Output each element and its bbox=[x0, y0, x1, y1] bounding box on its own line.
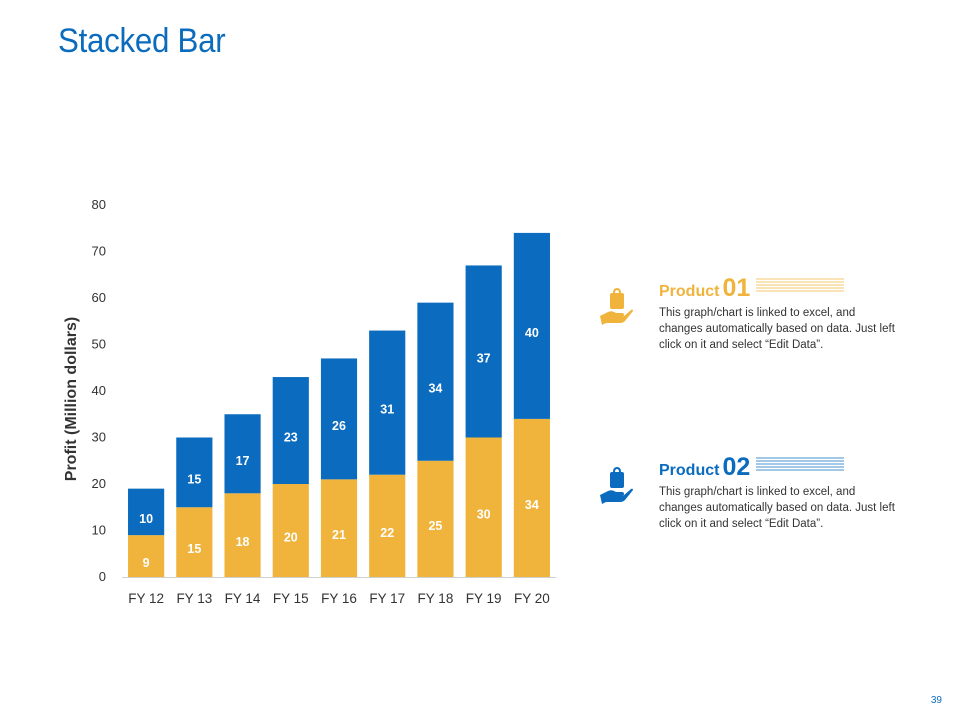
legend-description: This graph/chart is linked to excel, and… bbox=[659, 486, 895, 530]
data-label: 25 bbox=[428, 519, 442, 533]
bar-segment bbox=[224, 493, 261, 577]
x-tick-label: FY 17 bbox=[369, 591, 405, 606]
data-label: 20 bbox=[284, 531, 298, 545]
x-tick-label: FY 15 bbox=[273, 591, 309, 606]
y-axis-label: Profit (Million dollars) bbox=[63, 317, 80, 481]
y-tick-label: 30 bbox=[92, 430, 106, 445]
y-tick-label: 50 bbox=[92, 337, 106, 352]
bar-segment bbox=[369, 330, 406, 475]
legend-product-01: Product 01 This graph/chart is linked to … bbox=[598, 274, 898, 364]
data-label: 21 bbox=[332, 528, 346, 542]
legend-product-02: Product 02 This graph/chart is linked to … bbox=[598, 453, 898, 543]
y-tick-label: 70 bbox=[92, 244, 106, 259]
page-title: Stacked Bar bbox=[58, 22, 226, 60]
decorative-lines bbox=[756, 457, 844, 471]
x-tick-label: FY 12 bbox=[128, 591, 164, 606]
bar-segment bbox=[417, 460, 454, 577]
bar-segment bbox=[128, 488, 165, 536]
data-label: 15 bbox=[187, 472, 201, 486]
bar-segment bbox=[513, 232, 550, 419]
y-tick-label: 20 bbox=[92, 476, 106, 491]
legend-name: Product bbox=[659, 462, 720, 479]
bar-segment bbox=[272, 484, 309, 577]
bar-segment bbox=[128, 535, 165, 577]
bar-segment bbox=[272, 377, 309, 484]
x-tick-label: FY 16 bbox=[321, 591, 357, 606]
data-label: 34 bbox=[525, 498, 539, 512]
y-tick-label: 10 bbox=[92, 523, 106, 538]
data-label: 17 bbox=[236, 454, 250, 468]
data-label: 34 bbox=[428, 382, 442, 396]
x-tick-label: FY 20 bbox=[514, 591, 550, 606]
bar-segment bbox=[224, 414, 261, 494]
decorative-lines bbox=[756, 278, 844, 292]
legend-heading: Product 02 bbox=[659, 453, 750, 482]
data-label: 22 bbox=[380, 526, 394, 540]
data-label: 26 bbox=[332, 419, 346, 433]
bar-segment bbox=[417, 302, 454, 461]
data-label: 10 bbox=[139, 512, 153, 526]
legend-description: This graph/chart is linked to excel, and… bbox=[659, 307, 895, 351]
legend-name: Product bbox=[659, 283, 720, 300]
bar-segment bbox=[176, 507, 213, 577]
bar-segment bbox=[320, 479, 358, 577]
y-tick-label: 60 bbox=[92, 290, 106, 305]
y-tick-label: 80 bbox=[92, 197, 106, 212]
x-tick-label: FY 18 bbox=[418, 591, 454, 606]
bar-segment bbox=[176, 437, 213, 508]
x-tick-label: FY 14 bbox=[225, 591, 261, 606]
data-label: 23 bbox=[284, 431, 298, 445]
legend-number: 01 bbox=[722, 274, 751, 302]
data-label: 18 bbox=[236, 535, 250, 549]
bar-segment bbox=[465, 437, 502, 577]
data-label: 30 bbox=[477, 507, 491, 521]
y-tick-label: 40 bbox=[92, 383, 106, 398]
page-number: 39 bbox=[930, 695, 942, 706]
x-tick-label: FY 13 bbox=[176, 591, 212, 606]
data-label: 9 bbox=[143, 556, 150, 570]
bar-segment bbox=[369, 474, 406, 577]
data-label: 15 bbox=[187, 542, 201, 556]
bar-segment bbox=[320, 358, 358, 480]
legend-number: 02 bbox=[722, 453, 751, 481]
data-label: 40 bbox=[525, 326, 539, 340]
hand-holding-bag-icon bbox=[600, 288, 633, 325]
x-tick-label: FY 19 bbox=[466, 591, 502, 606]
legend-heading: Product 01 bbox=[659, 274, 750, 303]
data-label: 37 bbox=[477, 351, 491, 365]
y-tick-label: 0 bbox=[99, 569, 106, 584]
bar-segment bbox=[513, 418, 550, 577]
data-label: 31 bbox=[380, 403, 394, 417]
bar-segment bbox=[465, 265, 502, 438]
hand-holding-bag-icon bbox=[600, 467, 633, 504]
